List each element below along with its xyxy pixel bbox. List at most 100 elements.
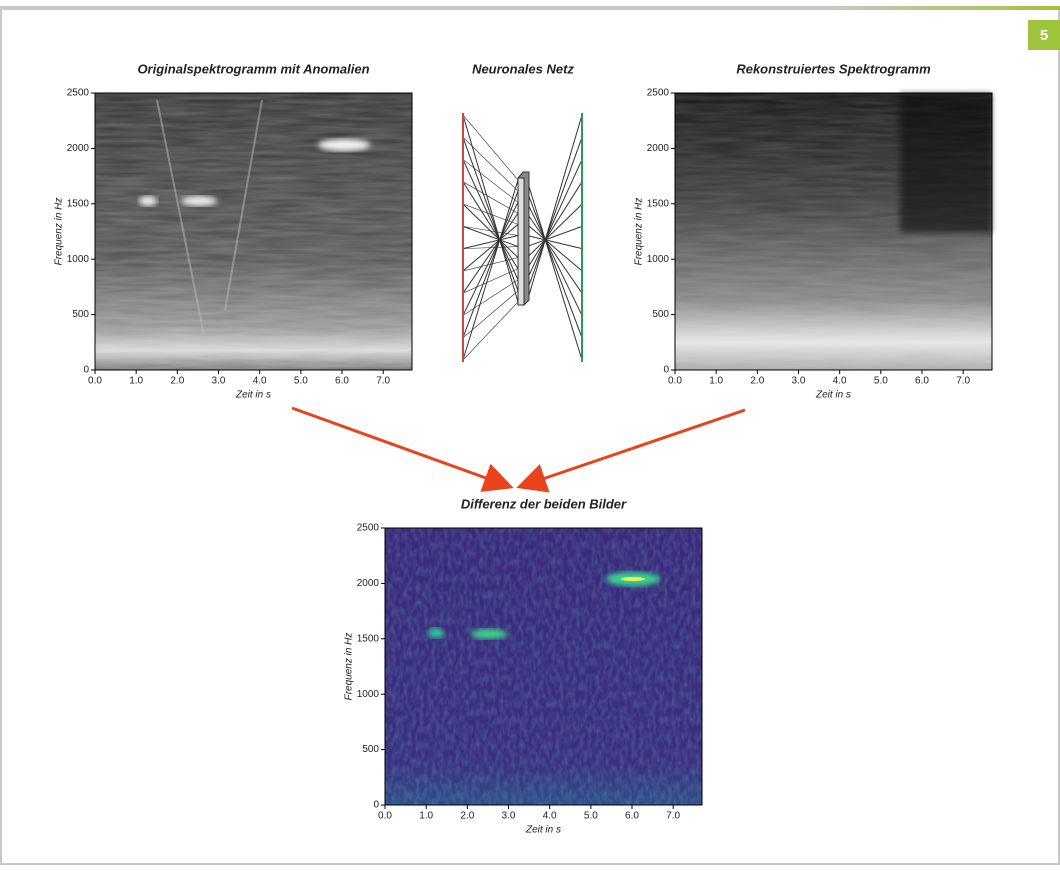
y-axis-label: Frequenz in Hz [634,198,645,266]
connection [462,190,519,338]
heatmap-texture [95,93,412,370]
badge-number: 5 [1040,27,1048,44]
y-tick-label: 2000 [647,143,670,154]
x-tick-label: 5.0 [294,376,308,387]
connection [526,179,583,361]
y-tick-label: 2000 [67,143,90,154]
x-tick-label: 7.0 [666,811,680,822]
y-tick-label: 2500 [357,523,380,534]
x-tick-label: 7.0 [956,376,970,387]
connection [462,137,519,192]
y-tick-label: 1000 [67,254,90,265]
connection [462,181,519,269]
y-tick-label: 1500 [67,198,90,209]
y-tick-label: 0 [663,365,669,376]
anomaly [428,628,444,638]
connection [462,226,519,236]
y-tick-label: 1500 [647,198,670,209]
network-title: Neuronales Netz [472,61,574,76]
anomaly [318,139,370,151]
anomaly [471,629,507,639]
x-tick-label: 5.0 [874,376,888,387]
connection [462,279,519,316]
x-tick-label: 3.0 [502,811,516,822]
x-tick-label: 3.0 [212,376,226,387]
x-tick-label: 0.0 [378,811,392,822]
connection [462,225,519,248]
x-tick-label: 3.0 [792,376,806,387]
x-axis-label: Zeit in s [235,390,271,401]
x-tick-label: 1.0 [709,376,723,387]
connection [462,223,519,272]
badge [1028,20,1060,50]
connection [462,159,519,203]
spectrogram: 0 500 1000 1500 2000 2500 0.0 1.0 2.0 3.0 4.0 5.0 6.… [634,61,993,401]
connection [526,159,583,281]
connection [526,203,583,258]
plot-frame [674,92,993,371]
plot-frame [94,92,413,371]
y-tick-label: 2500 [647,88,670,99]
panel-title: Originalspektrogramm mit Anomalien [137,61,369,76]
spectrogram: 0 500 1000 1500 2000 2500 0.0 1.0 2.0 3.0 4.0 5.0 6.… [344,496,703,836]
x-tick-label: 2.0 [170,376,184,387]
x-tick-label: 5.0 [584,811,598,822]
x-axis-label: Zeit in s [815,390,851,401]
connection [526,190,583,338]
connection [526,114,583,303]
x-tick-label: 4.0 [253,376,267,387]
connection [462,234,519,250]
chirp [224,99,263,311]
connection [462,301,519,361]
y-tick-label: 0 [83,365,89,376]
x-tick-label: 2.0 [460,811,474,822]
chirp [156,99,206,341]
x-tick-label: 4.0 [543,811,557,822]
arrow [291,406,514,492]
y-axis-label: Frequenz in Hz [344,633,355,701]
y-tick-label: 1500 [357,633,380,644]
connection [526,225,583,248]
top-rule [0,6,1060,10]
y-tick-label: 500 [72,309,89,320]
x-tick-label: 1.0 [419,811,433,822]
y-tick-label: 1000 [357,689,380,700]
connection [462,181,519,214]
y-tick-label: 500 [652,309,669,320]
y-tick-label: 2500 [67,88,90,99]
connection [526,137,583,292]
x-tick-label: 6.0 [915,376,929,387]
dark-region [900,93,992,233]
x-tick-label: 7.0 [376,376,390,387]
connection [462,212,519,294]
panel-title: Rekonstruiertes Spektrogramm [736,61,931,76]
x-tick-label: 4.0 [833,376,847,387]
connection [462,201,519,316]
connection [462,114,519,181]
x-tick-label: 6.0 [335,376,349,387]
y-tick-label: 500 [362,744,379,755]
y-tick-label: 2000 [357,578,380,589]
x-tick-label: 0.0 [88,376,102,387]
connection [526,223,583,272]
x-tick-label: 1.0 [129,376,143,387]
x-tick-label: 0.0 [668,376,682,387]
connection [462,179,519,361]
arrow [516,408,746,493]
x-tick-label: 2.0 [750,376,764,387]
network-diagram [462,113,583,362]
x-axis-label: Zeit in s [525,825,561,836]
connection [462,268,519,294]
x-tick-label: 6.0 [625,811,639,822]
panel-title: Differenz der beiden Bilder [461,496,627,511]
anomaly-core [621,577,645,581]
y-tick-label: 0 [373,800,379,811]
connection [526,234,583,250]
anomaly [181,196,217,206]
connection [526,212,583,294]
y-axis-label: Frequenz in Hz [54,198,65,266]
heatmap-texture [385,528,702,805]
connection [526,201,583,316]
y-tick-label: 1000 [647,254,670,265]
